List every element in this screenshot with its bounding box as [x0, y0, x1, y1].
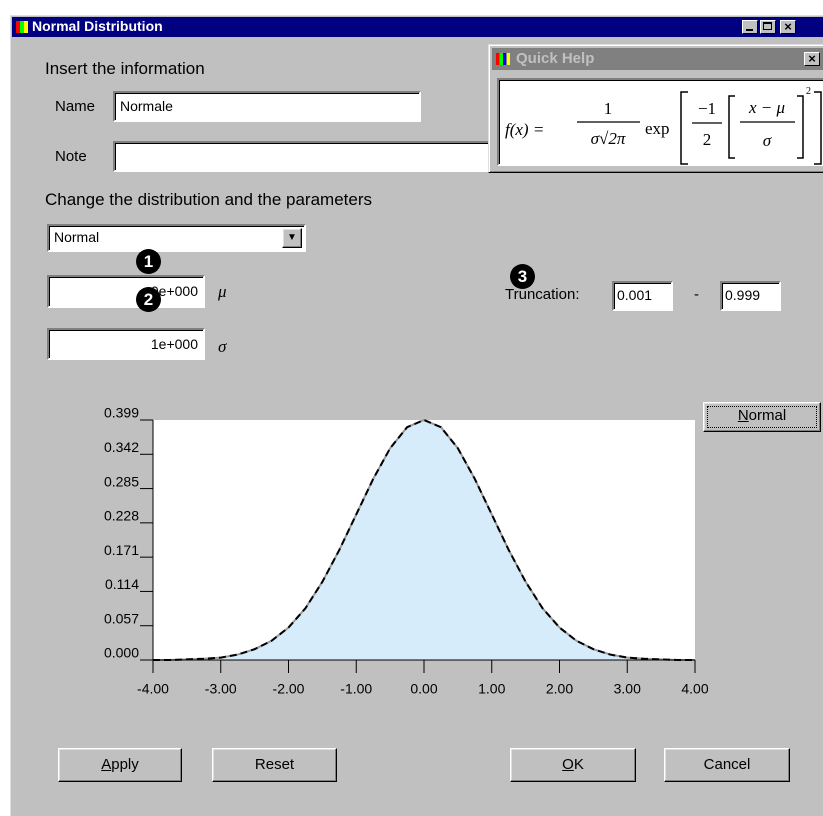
x-tick-label: -3.00	[205, 681, 237, 697]
y-tick-label: 0.057	[104, 610, 139, 626]
x-tick-label: -2.00	[273, 681, 305, 697]
curve-line	[153, 418, 695, 661]
truncation-low-input[interactable]: 0.001	[612, 281, 673, 311]
mu-symbol: μ	[218, 282, 227, 301]
minimize-button[interactable]	[742, 20, 758, 34]
y-tick-label: 0.000	[104, 645, 139, 661]
x-tick-label: 2.00	[546, 681, 573, 697]
formula-function: exp	[645, 119, 670, 138]
x-tick-label: 1.00	[478, 681, 505, 697]
note-label: Note	[55, 148, 87, 165]
cancel-button[interactable]: Cancel	[664, 748, 790, 782]
callout: 1	[136, 249, 161, 274]
close-button[interactable]: ×	[780, 20, 796, 34]
formula: f(x) = 1 σ√2π exp −1 2 x − μ σ 2	[505, 86, 822, 165]
note-input[interactable]	[113, 141, 490, 172]
window-title: Normal Distribution	[32, 18, 163, 34]
formula-fraction-denominator: σ	[763, 131, 772, 150]
ok-button[interactable]: OK	[510, 748, 636, 782]
plot-button[interactable]: Normal	[703, 402, 821, 432]
title-bar: Normal Distribution ×	[12, 17, 823, 37]
y-tick-label: 0.171	[104, 542, 139, 558]
formula-fraction-numerator: x − μ	[748, 98, 785, 117]
quick-help-window: Quick Help ×	[488, 44, 823, 173]
quick-help-title-bar: Quick Help ×	[492, 48, 823, 70]
truncation-separator: -	[694, 286, 699, 303]
y-tick-label: 0.114	[105, 576, 139, 592]
distribution-select[interactable]: Normal	[47, 224, 306, 252]
apply-button-label: Apply	[101, 756, 139, 773]
app-icon	[16, 21, 28, 33]
maximize-button[interactable]	[760, 20, 776, 34]
y-tick-label: 0.285	[104, 473, 139, 489]
formula-numerator: 1	[604, 99, 613, 118]
quick-help-title: Quick Help	[516, 50, 595, 67]
cancel-button-label: Cancel	[703, 756, 751, 773]
sigma-input[interactable]: 1e+000	[47, 328, 205, 360]
area-fill	[153, 420, 695, 660]
reset-button-label: Reset	[254, 756, 295, 773]
apply-button[interactable]: Apply	[58, 748, 182, 782]
formula-inner-numerator: −1	[698, 99, 716, 118]
ok-button-label: OK	[562, 756, 584, 773]
name-input[interactable]: Normale	[113, 91, 421, 122]
name-label: Name	[55, 98, 96, 115]
truncation-high-input[interactable]: 0.999	[720, 281, 781, 311]
x-tick-label: 0.00	[410, 681, 437, 697]
quick-help-close[interactable]: ×	[804, 52, 820, 66]
x-tick-label: 3.00	[614, 681, 641, 697]
formula-inner-denominator: 2	[703, 130, 712, 149]
formula-lhs: f(x) =	[505, 120, 544, 139]
chart: 0.000 0.057 0.114 0.171 0.228 0.285 0.342 0.399…	[104, 405, 709, 697]
x-tick-label: 4.00	[681, 681, 708, 697]
plot-button-label: Normal	[737, 407, 787, 424]
callout: 3	[510, 264, 535, 289]
section-heading: Insert the information	[45, 59, 205, 78]
mu-input[interactable]: 0e+000	[47, 275, 205, 308]
truncation-label: Truncation:	[505, 286, 580, 303]
dropdown-arrow[interactable]: ▼	[282, 228, 302, 248]
formula-power: 2	[806, 86, 811, 97]
parameters-heading: Change the distribution and the paramete…	[45, 190, 372, 209]
y-tick-label: 0.228	[104, 508, 139, 524]
y-tick-label: 0.342	[104, 439, 139, 455]
sigma-symbol: σ	[218, 337, 227, 356]
y-tick-label: 0.399	[104, 405, 139, 421]
callout: 2	[136, 287, 161, 312]
reset-button[interactable]: Reset	[212, 748, 337, 782]
x-tick-label: -4.00	[137, 681, 169, 697]
x-tick-label: -1.00	[340, 681, 372, 697]
help-icon	[496, 53, 510, 65]
formula-denominator: σ√2π	[591, 129, 626, 148]
